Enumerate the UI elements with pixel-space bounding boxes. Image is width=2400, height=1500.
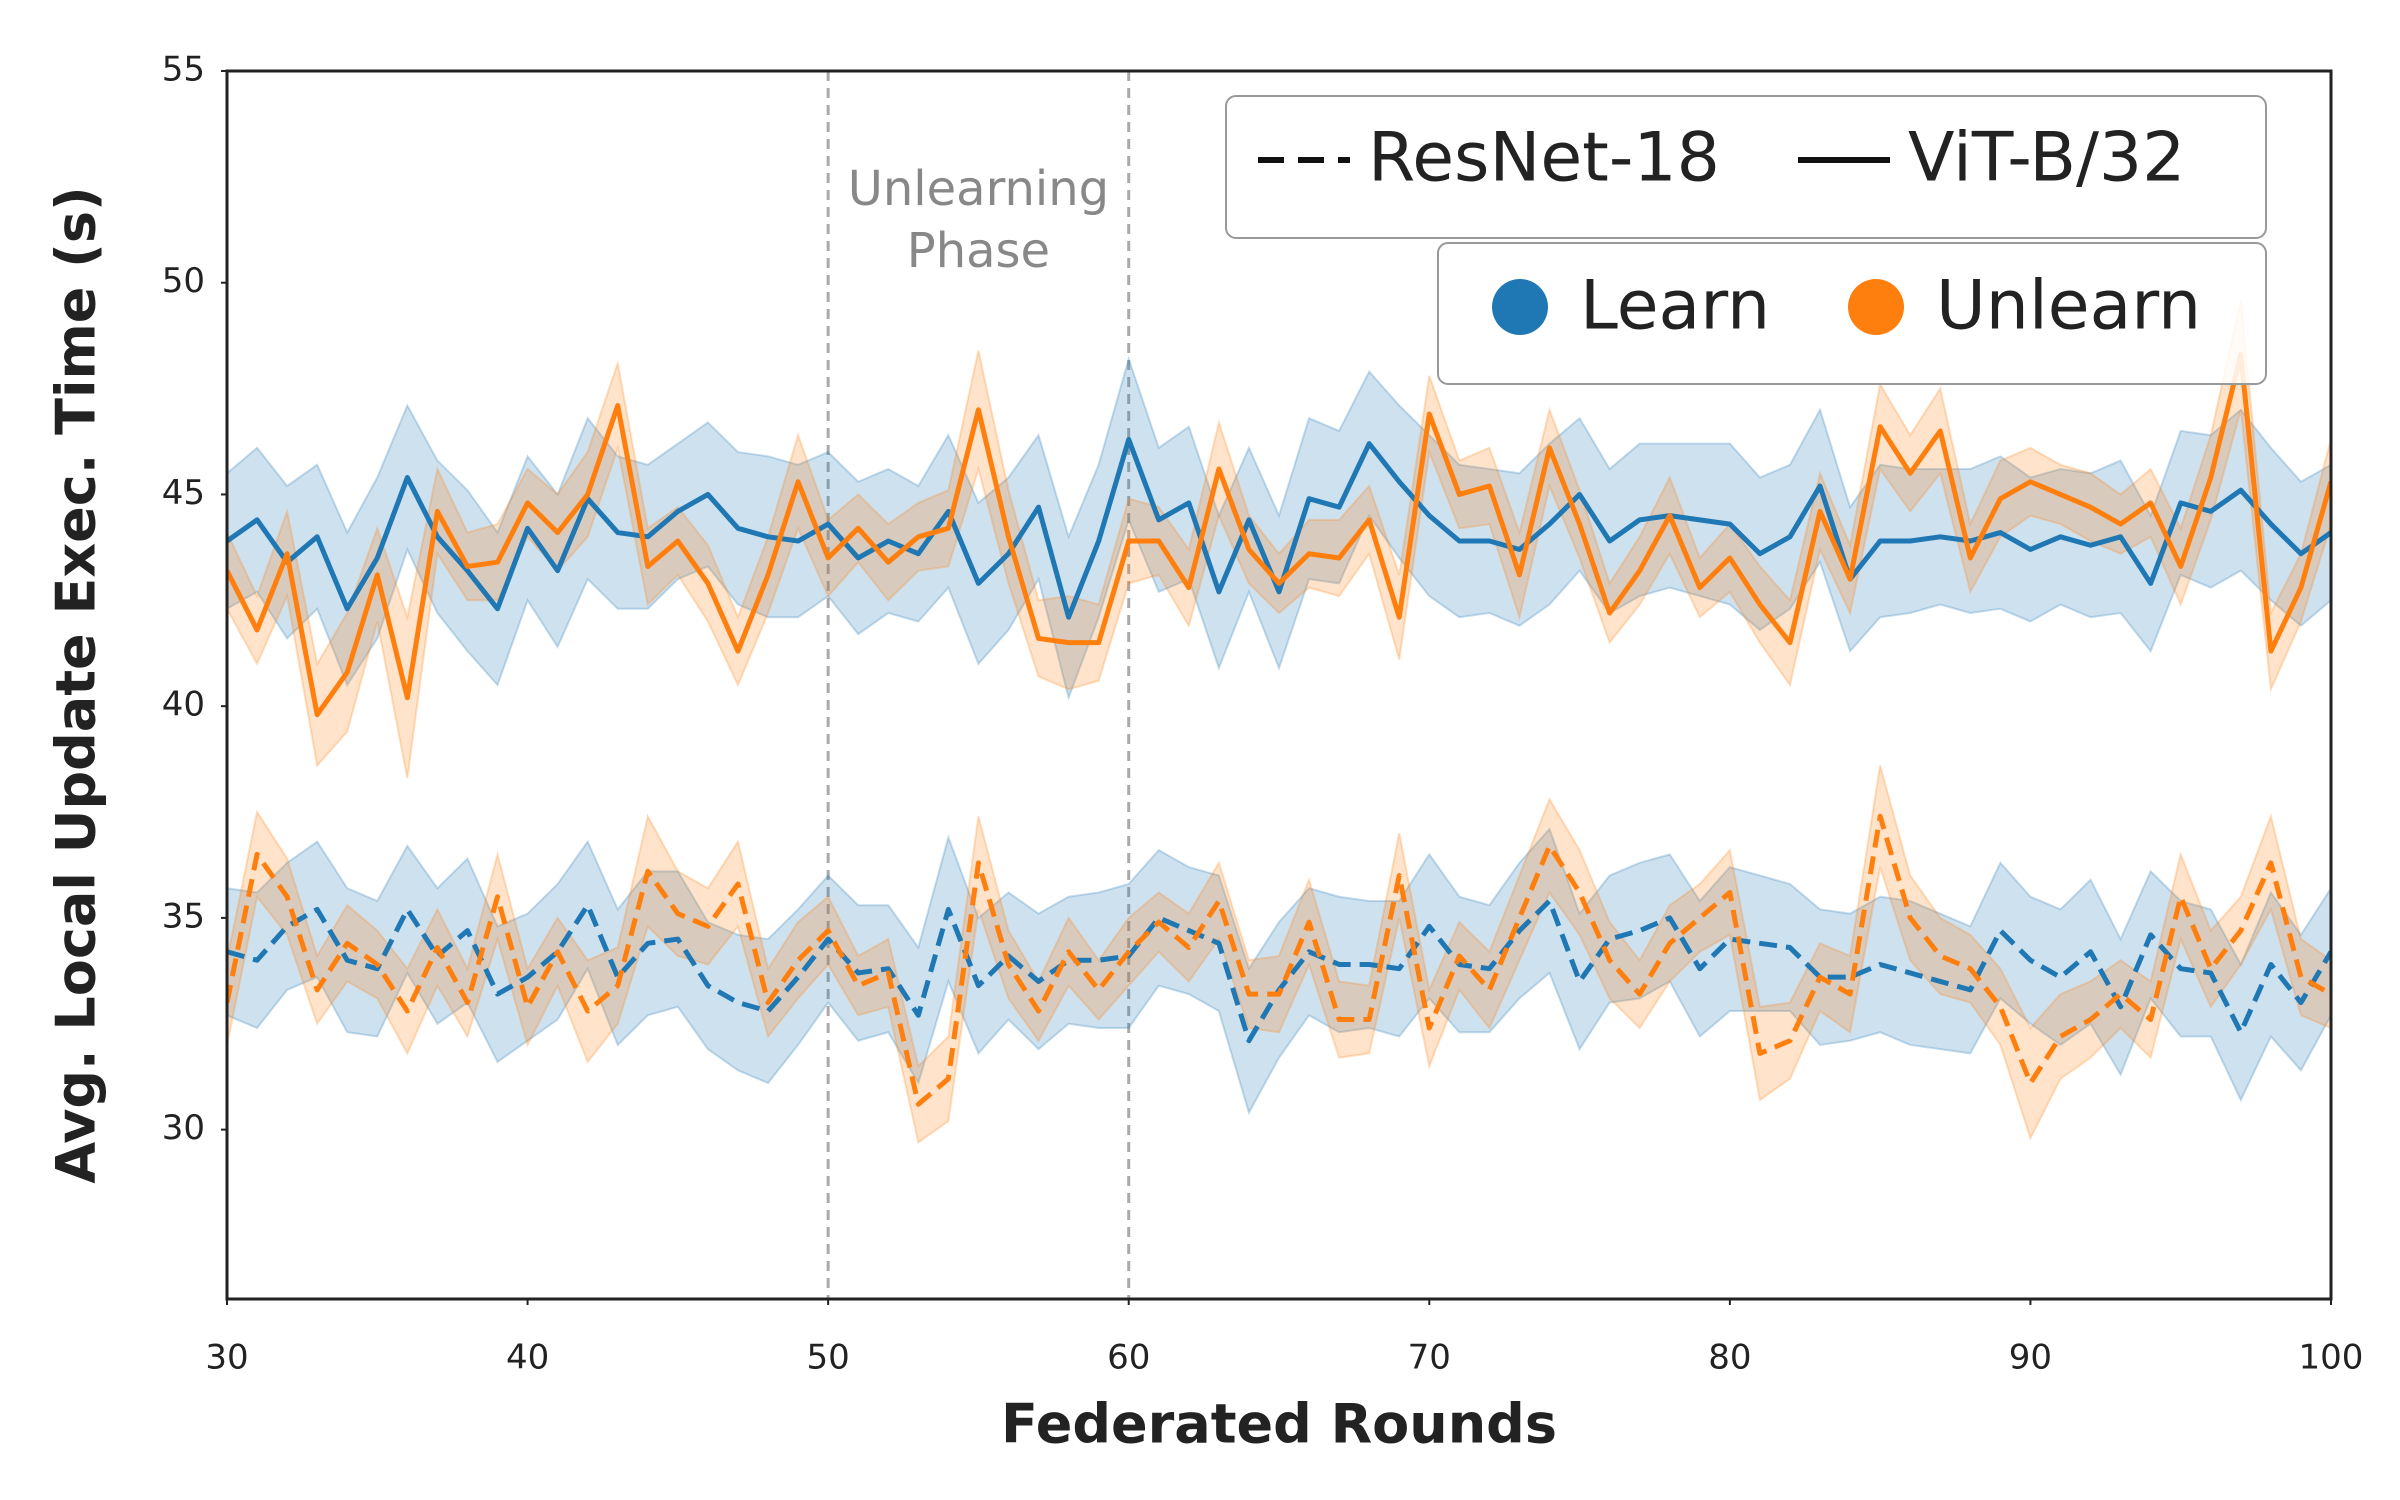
x-tick-label: 100 (2299, 1338, 2364, 1378)
y-tick-label: 50 (162, 261, 205, 301)
y-tick-label: 40 (162, 685, 205, 725)
y-tick-label: 35 (162, 896, 205, 936)
x-tick-label: 80 (1708, 1338, 1751, 1378)
confidence-band (227, 355, 2331, 702)
legend-label: ResNet-18 (1368, 119, 1720, 198)
plot-frame (225, 69, 2333, 1301)
annotation: Unlearning (848, 161, 1109, 217)
y-tick-label: 45 (162, 473, 205, 513)
x-tick-label: 90 (2009, 1338, 2052, 1378)
confidence-band (227, 765, 2331, 1145)
x-tick-label: 40 (506, 1338, 549, 1378)
legend-marker (1848, 279, 1904, 335)
x-tick-label: 70 (1408, 1338, 1451, 1378)
annotation: Phase (907, 223, 1050, 279)
y-axis-label: Avg. Local Update Exec. Time (s) (45, 186, 108, 1183)
series-line (227, 352, 2331, 718)
plot-area (227, 71, 2331, 1299)
x-axis-label: Federated Rounds (1001, 1393, 1557, 1456)
series-line (227, 813, 2331, 1107)
legend-marker (1492, 279, 1548, 335)
y-tick-label: 30 (162, 1108, 205, 1148)
legend-label: Learn (1580, 267, 1770, 346)
x-tick-label: 50 (807, 1338, 850, 1378)
legend-label: ViT-B/32 (1908, 119, 2185, 198)
x-tick-label: 60 (1107, 1338, 1150, 1378)
legend-label: Unlearn (1936, 267, 2201, 346)
y-tick-label: 55 (162, 50, 205, 90)
legend-box (1225, 95, 2267, 239)
x-tick-label: 30 (205, 1338, 248, 1378)
